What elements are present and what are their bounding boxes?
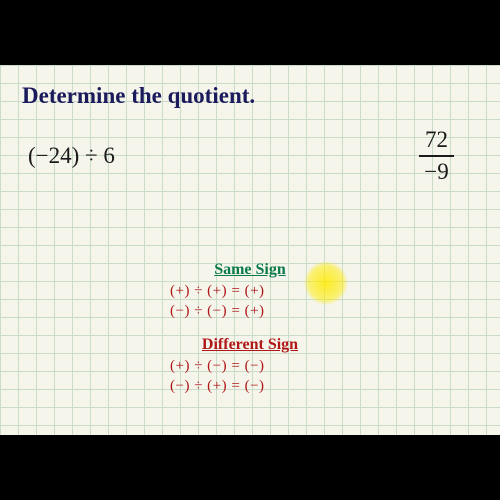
page-title: Determine the quotient.: [22, 83, 255, 109]
problem-2-fraction: 72 −9: [419, 127, 454, 185]
slide-area: Determine the quotient. (−24) ÷ 6 72 −9 …: [0, 65, 500, 435]
fraction-denominator: −9: [419, 157, 454, 185]
fraction-numerator: 72: [419, 127, 454, 157]
different-sign-heading: Different Sign: [170, 336, 330, 354]
rule-line: (−) ÷ (−) = (+): [170, 301, 330, 321]
same-sign-heading: Same Sign: [170, 261, 330, 279]
rule-line: (+) ÷ (−) = (−): [170, 356, 330, 376]
rule-line: (−) ÷ (+) = (−): [170, 376, 330, 396]
problem-1: (−24) ÷ 6: [28, 143, 115, 169]
sign-rules-block: Same Sign (+) ÷ (+) = (+) (−) ÷ (−) = (+…: [170, 261, 330, 396]
rule-line: (+) ÷ (+) = (+): [170, 281, 330, 301]
